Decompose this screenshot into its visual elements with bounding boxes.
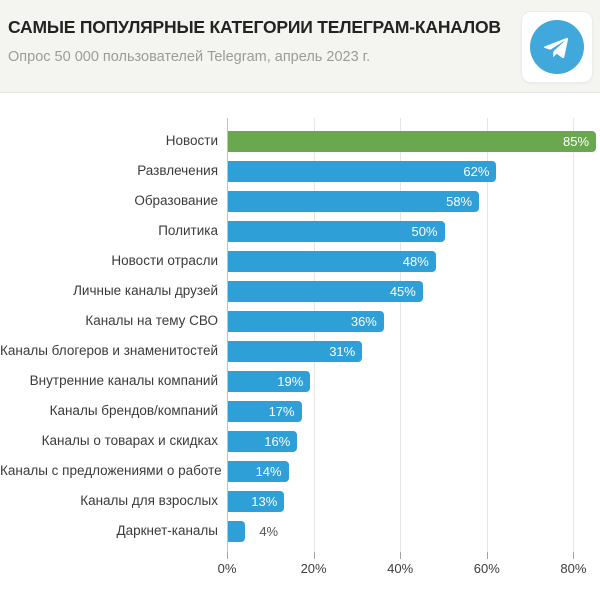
category-label: Каналы для взрослых <box>80 493 218 508</box>
bar: 13% <box>228 490 285 512</box>
x-axis-tick <box>400 552 402 559</box>
gridline <box>573 118 575 552</box>
telegram-logo-card <box>521 11 593 83</box>
bar-row: Развлечения 62% <box>0 156 600 186</box>
value-label: 48% <box>402 253 429 269</box>
value-label: 62% <box>463 163 490 179</box>
category-label: Каналы с предложениями о работе <box>0 463 222 478</box>
category-label: Даркнет-каналы <box>116 523 218 538</box>
value-label: 17% <box>268 403 295 419</box>
page-title: САМЫЕ ПОПУЛЯРНЫЕ КАТЕГОРИИ ТЕЛЕГРАМ-КАНА… <box>8 17 501 37</box>
value-label: 50% <box>411 223 438 239</box>
bar: 19% <box>228 370 311 392</box>
category-label: Новости <box>165 133 218 148</box>
bar-row: Каналы о товарах и скидках 16% <box>0 426 600 456</box>
bar: 36% <box>228 310 384 332</box>
page-subtitle: Опрос 50 000 пользователей Telegram, апр… <box>8 49 371 65</box>
header: САМЫЕ ПОПУЛЯРНЫЕ КАТЕГОРИИ ТЕЛЕГРАМ-КАНА… <box>0 0 600 93</box>
value-label: 13% <box>251 493 278 509</box>
bar: 14% <box>228 460 289 482</box>
bar-chart: 0% 20% 40% 60% 80% Новости 85% Развлечения 62% Об… <box>0 93 600 600</box>
bar-row: Каналы на тему СВО 36% <box>0 306 600 336</box>
x-axis-tick-label: 60% <box>473 561 500 576</box>
bar: 48% <box>228 250 436 272</box>
bar-row: Внутренние каналы компаний 19% <box>0 366 600 396</box>
bar-row: Образование 58% <box>0 186 600 216</box>
category-label: Образование <box>134 193 218 208</box>
gridline <box>486 118 488 552</box>
category-label: Каналы брендов/компаний <box>49 403 218 418</box>
bar-row: Личные каналы друзей 45% <box>0 276 600 306</box>
category-label: Каналы на тему СВО <box>85 313 218 328</box>
bar-row: Даркнет-каналы 4% <box>0 516 600 546</box>
x-axis-tick <box>486 552 488 559</box>
x-axis-tick-label: 0% <box>217 561 237 576</box>
x-axis-tick <box>227 552 228 559</box>
bar-row: Политика 50% <box>0 216 600 246</box>
bar: 16% <box>228 430 298 452</box>
bar: 50% <box>228 220 445 242</box>
bar-row: Каналы для взрослых 13% <box>0 486 600 516</box>
value-label: 45% <box>389 283 416 299</box>
category-label: Каналы блогеров и знаменитостей <box>0 343 219 358</box>
value-label: 19% <box>277 373 304 389</box>
value-label: 14% <box>255 463 282 479</box>
bar: 85% <box>228 130 597 152</box>
value-label: 4% <box>259 523 279 539</box>
value-label: 36% <box>350 313 377 329</box>
gridline <box>400 118 402 552</box>
category-label: Политика <box>158 223 218 238</box>
bar-row: Каналы с предложениями о работе 14% <box>0 456 600 486</box>
y-axis-line <box>227 118 228 552</box>
x-axis-tick <box>313 552 315 559</box>
x-axis-tick <box>573 552 575 559</box>
value-label: 58% <box>446 193 473 209</box>
bar: 17% <box>228 400 302 422</box>
category-label: Развлечения <box>137 163 218 178</box>
bar <box>228 520 246 542</box>
bar: 58% <box>228 190 480 212</box>
gridline <box>313 118 315 552</box>
bar-row: Каналы блогеров и знаменитостей 31% <box>0 336 600 366</box>
x-axis-tick-label: 40% <box>387 561 414 576</box>
bar: 45% <box>228 280 423 302</box>
x-axis-tick-label: 80% <box>560 561 587 576</box>
telegram-paper-plane-icon <box>543 37 568 59</box>
category-label: Внутренние каналы компаний <box>29 373 218 388</box>
bar-row: Новости 85% <box>0 126 600 156</box>
category-label: Каналы о товарах и скидках <box>41 433 218 448</box>
value-label: 16% <box>264 433 291 449</box>
bar-row: Каналы брендов/компаний 17% <box>0 396 600 426</box>
x-axis-tick-label: 20% <box>300 561 327 576</box>
value-label: 31% <box>329 343 356 359</box>
category-label: Новости отрасли <box>111 253 218 268</box>
bar-row: Новости отрасли 48% <box>0 246 600 276</box>
bar: 31% <box>228 340 363 362</box>
value-label: 85% <box>563 133 590 149</box>
bar: 62% <box>228 160 497 182</box>
category-label: Личные каналы друзей <box>73 283 218 298</box>
telegram-logo-circle <box>530 20 584 74</box>
